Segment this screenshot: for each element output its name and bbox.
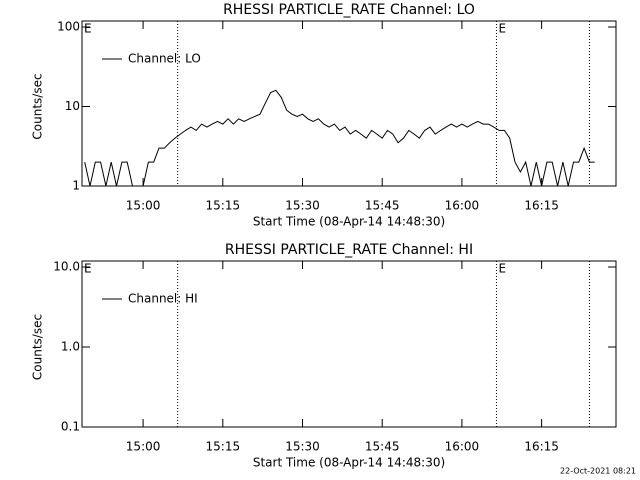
legend-label: Channel: LO (128, 52, 201, 66)
annotation: E (84, 22, 92, 36)
x-tick-label: 16:15 (524, 440, 559, 454)
x-tick-label: 16:00 (445, 199, 480, 213)
y-tick-label: 10 (65, 99, 80, 113)
x-axis-label: Start Time (08-Apr-14 14:48:30) (253, 456, 445, 470)
annotation: E (498, 22, 506, 36)
chart-title: RHESSI PARTICLE_RATE Channel: HI (225, 242, 473, 258)
legend-label: Channel: HI (128, 292, 198, 306)
y-axis-label: Counts/sec (31, 314, 45, 380)
annotation: E (498, 262, 506, 276)
annotation: E (84, 262, 92, 276)
y-tick-label: 0.1 (61, 420, 80, 434)
y-axis-label: Counts/sec (31, 73, 45, 139)
plot-frame (81, 260, 617, 428)
x-tick-label: 16:15 (524, 199, 559, 213)
y-tick-label: 100 (57, 20, 80, 34)
x-tick-label: 16:00 (445, 440, 480, 454)
footer: 22-Oct-2021 08:21 (560, 467, 636, 476)
x-tick-label: 15:30 (285, 440, 320, 454)
y-tick-label: 1 (72, 179, 80, 193)
x-axis-label: Start Time (08-Apr-14 14:48:30) (253, 215, 445, 229)
x-tick-label: 15:30 (285, 199, 320, 213)
x-tick-label: 15:45 (365, 199, 400, 213)
x-tick-label: 15:15 (206, 199, 241, 213)
x-tick-label: 15:00 (126, 199, 161, 213)
y-tick-label: 10.0 (53, 260, 80, 274)
chart-title: RHESSI PARTICLE_RATE Channel: LO (223, 2, 475, 18)
data-line (84, 89, 595, 187)
y-tick-label: 1.0 (61, 340, 80, 354)
plot-frame (81, 20, 617, 187)
x-tick-label: 15:45 (365, 440, 400, 454)
x-tick-label: 15:15 (206, 440, 241, 454)
x-tick-label: 15:00 (126, 440, 161, 454)
